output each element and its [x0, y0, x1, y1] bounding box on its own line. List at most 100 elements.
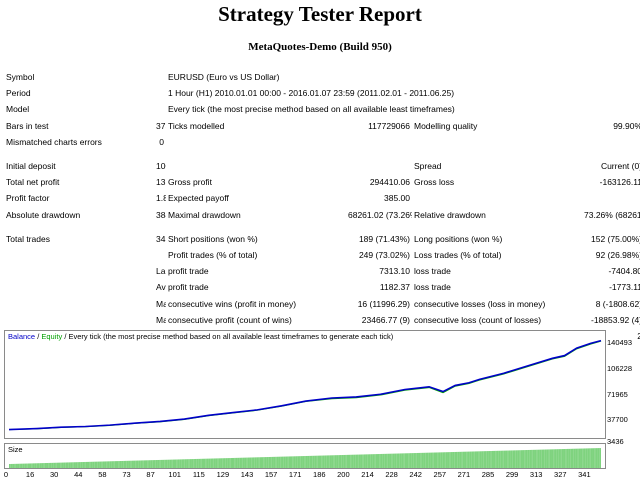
- x-tick-label: 271: [457, 470, 471, 479]
- size-bar: [113, 461, 115, 468]
- size-bar: [536, 449, 538, 468]
- size-bar: [471, 451, 474, 468]
- size-bar: [495, 450, 497, 468]
- size-bar: [138, 460, 141, 468]
- size-bar: [283, 456, 286, 468]
- size-bar: [109, 461, 112, 468]
- size-bar: [147, 460, 149, 468]
- stat-label: Period: [6, 88, 31, 99]
- size-bar: [496, 450, 499, 468]
- stats-row: Bars in test 37548Ticks modelled 117729066…: [4, 118, 640, 134]
- size-bar: [183, 459, 185, 468]
- size-bar: [208, 458, 211, 468]
- x-tick-label: 186: [313, 470, 326, 479]
- stat-label: Initial deposit: [6, 161, 56, 172]
- size-bar: [213, 458, 216, 468]
- stat-value: -7404.80: [608, 266, 640, 277]
- size-bar: [512, 450, 514, 468]
- size-bar: [252, 457, 255, 468]
- size-bar: [58, 462, 61, 468]
- size-bar: [568, 448, 571, 468]
- stat-label: Spread: [414, 161, 442, 172]
- size-bar: [177, 459, 180, 468]
- size-bar: [234, 457, 236, 468]
- size-bar: [599, 448, 601, 468]
- size-bar: [377, 454, 380, 468]
- size-bar: [268, 456, 271, 468]
- size-bar: [123, 460, 126, 468]
- size-bar: [544, 449, 547, 468]
- size-bar: [251, 457, 253, 468]
- size-bar: [592, 448, 595, 468]
- size-bar: [360, 454, 363, 468]
- stat-value: 3841.91: [156, 209, 166, 220]
- size-bar: [295, 456, 298, 468]
- stat-value: [582, 134, 640, 150]
- size-bar: [353, 454, 356, 468]
- size-bar: [118, 461, 120, 468]
- stat-label: [166, 134, 346, 150]
- size-bar: [188, 459, 190, 468]
- size-bar: [10, 463, 13, 468]
- size-bar: [270, 456, 272, 468]
- size-bar: [131, 460, 134, 468]
- balance-equity-chart: Balance / Equity / Every tick (the most …: [4, 330, 606, 439]
- size-bar: [391, 453, 393, 468]
- x-tick-label: 200: [337, 470, 350, 479]
- size-bar: [254, 457, 257, 468]
- stat-value: 1.80: [156, 193, 166, 204]
- size-bar: [297, 456, 300, 468]
- size-bar: [473, 451, 475, 468]
- size-bar: [573, 448, 576, 468]
- size-bar: [276, 456, 279, 468]
- x-tick-label: 44: [74, 470, 83, 479]
- size-bar: [191, 459, 194, 468]
- stat-label: Gross profit: [168, 177, 212, 188]
- x-tick-label: 58: [98, 470, 107, 479]
- stat-label: [166, 158, 346, 174]
- size-bar: [155, 460, 158, 468]
- size-bar: [484, 451, 487, 468]
- size-bar: [339, 455, 342, 468]
- size-bar: [312, 455, 315, 468]
- size-bar: [520, 450, 523, 468]
- x-tick-label: 157: [264, 470, 278, 479]
- size-bar: [278, 456, 281, 468]
- size-bar: [409, 453, 412, 468]
- x-tick-label: 242: [409, 470, 422, 479]
- size-bar: [464, 451, 467, 468]
- size-bar: [351, 454, 354, 468]
- size-bar: [114, 461, 117, 468]
- size-bar: [232, 457, 235, 468]
- stats-row: Symbol EURUSD (Euro vs US Dollar): [4, 69, 640, 85]
- size-bar: [94, 461, 97, 468]
- size-bar: [358, 454, 361, 468]
- size-bar: [355, 454, 358, 468]
- size-bar: [111, 461, 114, 468]
- size-bar: [595, 448, 598, 468]
- size-bar: [403, 453, 405, 468]
- size-bar: [582, 448, 584, 468]
- size-bar: [525, 450, 528, 468]
- size-bar: [227, 458, 230, 468]
- size-bar: [503, 450, 506, 468]
- y-tick-label: 37700: [607, 415, 628, 424]
- size-bar: [534, 449, 537, 468]
- size-bar: [164, 459, 166, 468]
- size-bar: [246, 457, 248, 468]
- stat-label: [4, 279, 154, 295]
- x-tick-label: 0: [3, 470, 9, 479]
- size-bar: [61, 462, 64, 468]
- size-bar: [541, 449, 543, 468]
- size-bar: [580, 448, 583, 468]
- size-bar: [310, 455, 313, 468]
- size-bar: [186, 459, 189, 468]
- size-bar: [437, 452, 439, 468]
- size-bar: [19, 463, 21, 468]
- size-bar: [184, 459, 187, 468]
- size-bar: [384, 453, 387, 468]
- size-bar: [546, 449, 549, 468]
- stat-label: [4, 295, 154, 311]
- size-bar: [223, 458, 226, 468]
- size-bar: [256, 457, 259, 468]
